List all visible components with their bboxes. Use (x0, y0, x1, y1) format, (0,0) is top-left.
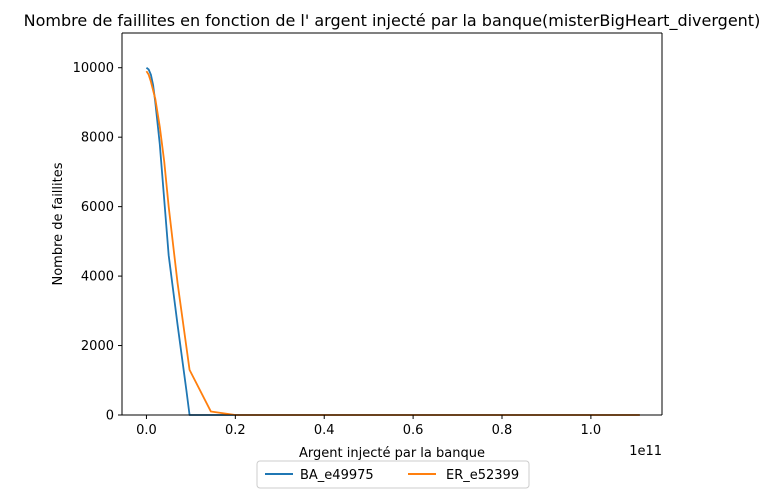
y-tick-label: 4000 (81, 270, 114, 285)
y-tick-label: 0 (106, 409, 114, 424)
x-tick-label: 0.4 (314, 423, 335, 438)
y-tick-label: 6000 (81, 200, 114, 215)
plot-frame (121, 32, 663, 416)
x-axis-label: Argent injecté par la banque (299, 446, 485, 461)
x-tick-label: 0.6 (403, 423, 424, 438)
y-tick-label: 2000 (81, 339, 114, 354)
tick-layer: 0.0 0.2 0.4 0.6 0.8 1.0 0 2000 4000 6000 8000 10000 (73, 61, 602, 438)
chart-title: Nombre de faillites en fonction de l' ar… (24, 11, 761, 31)
plot-area (122, 33, 662, 415)
legend-box (256, 460, 530, 489)
x-tick-label: 0.0 (136, 423, 157, 438)
y-tick-label: 8000 (81, 131, 114, 146)
x-tick-label: 1.0 (581, 423, 602, 438)
x-offset-label: 1e11 (629, 444, 662, 459)
x-tick-label: 0.8 (492, 423, 513, 438)
x-tick-label: 0.2 (225, 423, 246, 438)
y-axis-label: Nombre de faillites (51, 162, 66, 285)
legend-label-er: ER_e52399 (446, 468, 519, 483)
y-tick-label: 10000 (73, 61, 114, 76)
legend: BA_e49975 ER_e52399 (256, 460, 530, 489)
legend-label-ba: BA_e49975 (300, 468, 374, 483)
